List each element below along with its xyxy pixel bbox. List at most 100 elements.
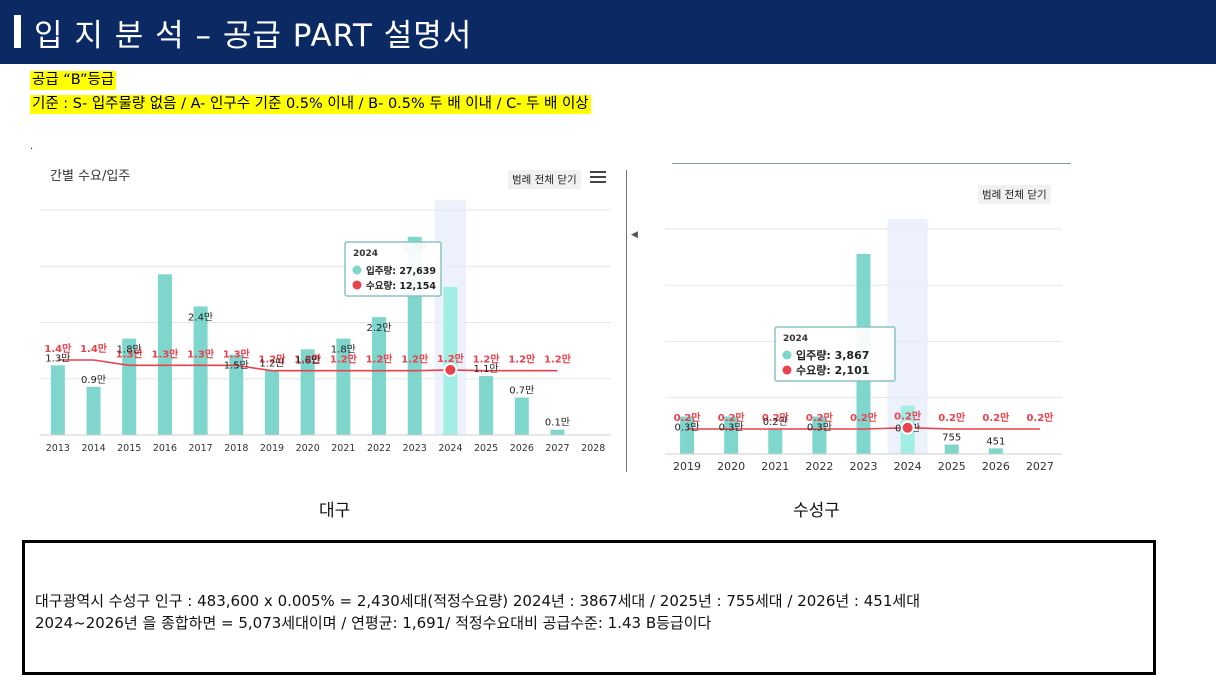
supply-data-label: 1.6만 [295,354,320,366]
legend-toggle-button[interactable]: 범례 전체 닫기 [508,170,581,189]
suseong-caption: 수성구 [793,501,840,521]
supply-data-label: 451 [986,436,1005,447]
bar-입주량 [264,370,279,435]
tooltip-supply-label: 입주량: 27,639 [366,265,436,277]
tooltip-supply-marker [782,350,792,360]
supply-data-label: 0.3만 [675,422,700,434]
chart-title: 간별 수요/입주 [50,169,131,184]
bar-입주량 [372,317,387,435]
highlight-point [443,362,458,377]
demand-data-label: 1.3만 [151,347,179,360]
x-tick-label: 2023 [403,443,427,454]
tooltip-supply-label: 입주량: 3,867 [796,349,869,362]
x-tick-label: 2016 [153,443,177,454]
supply-data-label: 1.5만 [224,360,249,372]
supply-data-label: 0.1만 [545,417,570,429]
hamburger-menu-icon[interactable] [590,171,606,183]
title-accent-bar [14,15,21,48]
demand-data-label: 1.2만 [294,353,322,366]
daegu-chart-svg: 1.4만 1.4만 1.3만 1.3만 1.3만 1.3만 1.2만 1.2만 1.2만 1.2만… [40,200,611,454]
supply-data-label: 755 [942,433,961,444]
supply-data-label: 2.4만 [188,311,213,323]
bar-입주량 [988,448,1003,454]
summary-line-1: 대구광역시 수성구 인구 : 483,600 x 0.005% = 2,430세… [35,592,920,610]
demand-data-label: 1.4만 [44,342,72,355]
x-tick-label: 2018 [224,443,248,454]
bar-입주량 [86,386,101,435]
demand-data-label: 1.3만 [116,347,144,360]
tooltip-demand-label: 수요량: 2,101 [796,364,869,377]
demand-data-label: 1.4만 [80,342,108,355]
bar-입주량 [122,338,137,435]
x-tick-label: 2028 [581,443,605,454]
tooltip-box [344,241,442,297]
stray-dot: . [30,141,34,152]
supply-data-label: 0.9만 [81,374,106,386]
supply-data-label: 0.3만 [719,422,744,434]
highlight-point [900,420,915,435]
bar-입주량 [50,365,65,435]
x-tick-label: 2020 [717,460,745,473]
line-수요량 [57,359,558,372]
demand-data-label: 1.2만 [401,353,429,366]
daegu-caption: 대구 [319,501,351,521]
bar-입주량 [724,416,739,454]
supply-data-label: 1.3만 [45,352,70,364]
demand-data-label: 0.2만 [938,411,966,424]
x-tick-label: 2021 [331,443,355,454]
summary-line-2: 2024~2026년 을 종합하면 = 5,073세대이며 / 연평균: 1,6… [35,614,712,632]
suseong-chart-svg: 0.2만 0.2만 0.2만 0.2만 0.2만 0.2만 0.2만 0.2만 0.2만0.3만… [665,219,1062,473]
line-수요량 [687,426,1040,430]
x-tick-label: 2027 [545,443,569,454]
x-tick-label: 2015 [117,443,141,454]
demand-data-label: 0.2만 [1026,411,1054,424]
supply-data-label: 1.8만 [117,344,142,356]
legend-toggle-button[interactable]: 범례 전체 닫기 [978,185,1051,204]
bar-입주량 [768,429,783,454]
demand-data-label: 0.2만 [762,411,790,424]
supply-data-label: 0.2만 [763,416,788,428]
demand-data-label: 1.3만 [187,347,215,360]
demand-data-label: 1.2만 [544,353,572,366]
chart-top-rule [672,163,1071,164]
page-title: 입 지 분 석 – 공급 PART 설명서 [34,18,473,54]
x-tick-label: 2019 [673,460,701,473]
supply-data-label: 0.7만 [509,385,534,397]
demand-data-label: 0.2만 [806,411,834,424]
x-tick-label: 2025 [938,460,966,473]
tooltip-year: 2024 [353,249,378,259]
demand-data-label: 1.2만 [508,353,536,366]
x-tick-label: 2024 [438,443,462,454]
demand-data-label: 1.2만 [366,353,394,366]
bar-입주량 [479,376,494,435]
supply-data-label: 1.8만 [331,344,356,356]
demand-data-label: 1.2만 [437,352,465,365]
summary-box: 대구광역시 수성구 인구 : 483,600 x 0.005% = 2,430세… [22,540,1156,675]
demand-data-label: 1.3만 [223,347,251,360]
x-tick-label: 2026 [982,460,1010,473]
x-tick-label: 2023 [850,460,878,473]
collapse-arrow-icon[interactable]: ◀ [631,230,638,240]
bar-입주량 [812,416,827,454]
tooltip-supply-marker [352,265,362,275]
supply-data-label: 2.2만 [366,322,391,334]
chart-divider [626,170,627,472]
demand-data-label: 0.2만 [718,411,746,424]
tooltip-demand-marker [352,280,362,290]
x-tick-label: 2027 [1026,460,1054,473]
demand-data-label: 1.2만 [330,353,358,366]
bar-입주량 [193,306,208,435]
x-tick-label: 2014 [81,443,105,454]
x-tick-label: 2026 [510,443,534,454]
bar-입주량 [514,397,529,435]
x-tick-label: 2019 [260,443,284,454]
bar-입주량 [443,286,458,435]
demand-data-label: 0.2만 [850,411,878,424]
x-tick-label: 2025 [474,443,498,454]
demand-data-label: 0.2만 [674,411,702,424]
x-tick-label: 2020 [296,443,320,454]
supply-data-label: 0.3만 [807,422,832,434]
supply-data-label: 1.2만 [259,358,284,370]
bar-입주량 [680,416,695,454]
tooltip-demand-marker [782,365,792,375]
